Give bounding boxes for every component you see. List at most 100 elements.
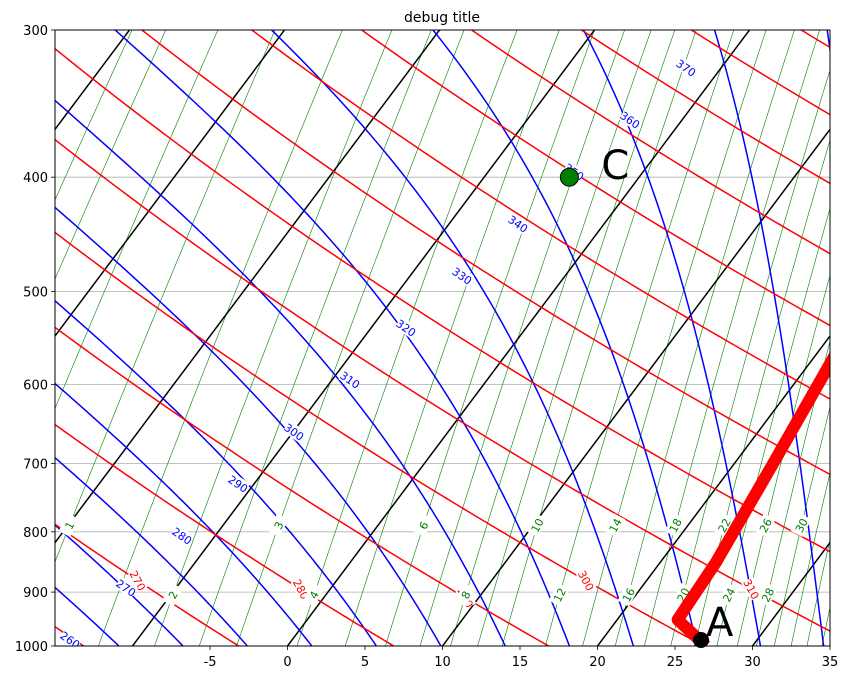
isotherm bbox=[441, 128, 830, 646]
ytick-label: 800 bbox=[23, 526, 48, 541]
dry-adiabat bbox=[799, 30, 830, 49]
contour-label: 14 bbox=[604, 513, 626, 538]
contour-label: 8 bbox=[454, 582, 476, 607]
mixing-ratio-line bbox=[55, 30, 167, 280]
contour-label: 290 bbox=[225, 472, 251, 496]
contour-label: 330 bbox=[449, 264, 475, 288]
mixing-ratio-line bbox=[644, 30, 820, 646]
xtick-label: 30 bbox=[744, 655, 761, 670]
contour-label: 4 bbox=[303, 582, 324, 607]
dry-adiabat bbox=[689, 30, 830, 116]
mixing-ratio-line bbox=[477, 30, 676, 646]
isotherm bbox=[0, 0, 1, 671]
mixing-ratio-line bbox=[450, 30, 652, 646]
xtick-label: -5 bbox=[204, 655, 217, 670]
mixing-ratio-line bbox=[344, 30, 560, 646]
contour-label: 10 bbox=[526, 513, 548, 538]
chart-title: debug title bbox=[404, 10, 480, 26]
dry-adiabat bbox=[55, 326, 551, 646]
contour-label: 28 bbox=[757, 582, 778, 607]
mixing-ratio-line bbox=[55, 30, 276, 563]
profile-layer bbox=[671, 351, 830, 646]
xtick-label: 20 bbox=[589, 655, 606, 670]
plot-frame bbox=[54, 29, 831, 647]
mixing-ratio-line bbox=[236, 30, 465, 646]
contour-label: 18 bbox=[664, 513, 686, 538]
ytick-label: 900 bbox=[23, 586, 48, 601]
dry-adiabat bbox=[55, 231, 706, 646]
mixing-ratio-line bbox=[98, 30, 343, 646]
mixing-ratio-line bbox=[0, 0, 49, 671]
svg-text:340: 340 bbox=[505, 213, 530, 236]
dry-adiabat bbox=[360, 30, 830, 327]
ytick-label: 400 bbox=[23, 171, 48, 186]
isotherm bbox=[286, 30, 751, 646]
svg-text:310: 310 bbox=[337, 369, 362, 392]
mixing-ratio-line bbox=[501, 30, 697, 646]
dry-adiabat bbox=[55, 423, 396, 646]
svg-text:300: 300 bbox=[281, 421, 306, 444]
svg-text:260: 260 bbox=[57, 629, 82, 652]
mixing-ratio-line bbox=[756, 340, 830, 646]
svg-text:28: 28 bbox=[759, 586, 777, 604]
mixing-ratio-line bbox=[806, 538, 830, 646]
contour-label: 16 bbox=[617, 582, 639, 607]
moist-adiabat bbox=[582, 30, 762, 646]
moist-adiabat bbox=[713, 30, 825, 646]
contour-label: 340 bbox=[505, 212, 531, 236]
moist-adiabat bbox=[55, 644, 57, 646]
contour-label: 310 bbox=[337, 368, 363, 392]
svg-text:26: 26 bbox=[757, 516, 775, 534]
point-label-a: A bbox=[706, 600, 734, 646]
svg-text:12: 12 bbox=[551, 586, 569, 604]
moist-adiabat bbox=[0, 0, 21, 671]
ytick-label: 500 bbox=[23, 285, 48, 300]
contour-label: 370 bbox=[673, 56, 699, 80]
dry-adiabat bbox=[250, 30, 830, 400]
contour-label: 26 bbox=[754, 513, 776, 538]
mixing-ratio-line bbox=[419, 30, 625, 646]
svg-text:16: 16 bbox=[620, 586, 638, 604]
mixing-ratio-line bbox=[737, 274, 830, 646]
moist-adiabat bbox=[55, 586, 121, 646]
contour-label: 3 bbox=[267, 513, 289, 538]
svg-text:370: 370 bbox=[673, 57, 698, 80]
svg-text:320: 320 bbox=[393, 317, 418, 340]
axis-ticks: 300 400 500 600 700 800 900 1000 -5 0 5 10 15 20 25 30 3… bbox=[15, 24, 838, 670]
isotherm bbox=[751, 541, 830, 646]
svg-text:280: 280 bbox=[169, 525, 194, 548]
isotherm bbox=[55, 30, 131, 131]
svg-text:10: 10 bbox=[529, 516, 547, 534]
xtick-label: 15 bbox=[512, 655, 529, 670]
moist-adiabat bbox=[270, 30, 635, 646]
isotherm bbox=[596, 334, 830, 646]
moist-adiabat bbox=[55, 524, 185, 646]
moist-adiabat bbox=[114, 30, 571, 646]
ytick-label: 300 bbox=[23, 24, 48, 39]
contour-label: 280 bbox=[169, 524, 195, 548]
profile-line bbox=[671, 351, 830, 646]
mixing-ratio-line bbox=[845, 0, 849, 671]
xtick-label: 35 bbox=[822, 655, 839, 670]
ytick-label: 700 bbox=[23, 458, 48, 473]
svg-text:290: 290 bbox=[225, 473, 250, 496]
ytick-label: 600 bbox=[23, 379, 48, 394]
isotherm bbox=[131, 30, 596, 646]
xtick-label: 0 bbox=[283, 655, 291, 670]
isotherm bbox=[55, 30, 286, 338]
mixing-ratio-line bbox=[821, 605, 830, 646]
moist-adiabat bbox=[55, 382, 313, 646]
mixing-ratio-line bbox=[694, 139, 830, 646]
contour-label: 6 bbox=[412, 513, 434, 538]
contour-label: 24 bbox=[718, 582, 739, 607]
mixing-ratio-line bbox=[55, 30, 219, 410]
contour-label: 12 bbox=[548, 582, 570, 607]
svg-text:30: 30 bbox=[793, 516, 811, 534]
xtick-label: 25 bbox=[667, 655, 684, 670]
moist-adiabat bbox=[55, 456, 249, 646]
contour-label: 300 bbox=[281, 420, 307, 444]
mixing-ratio-line bbox=[198, 30, 432, 646]
